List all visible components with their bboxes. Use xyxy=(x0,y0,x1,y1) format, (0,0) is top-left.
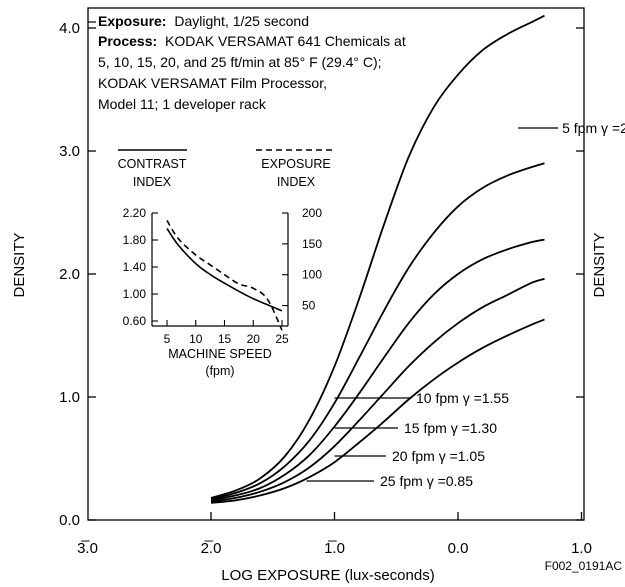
inset-x-axis-unit: (fpm) xyxy=(205,364,234,378)
curve-15-fpm xyxy=(210,238,545,502)
process-line-1: KODAK VERSAMAT 641 Chemicals at xyxy=(165,33,406,49)
process-label: Process: xyxy=(98,33,157,49)
y-tick-label: 1.0 xyxy=(59,389,80,406)
y-axis-title-right: DENSITY xyxy=(591,232,608,297)
exposure-index-curve xyxy=(166,219,283,331)
curve-10-fpm xyxy=(210,162,545,500)
inset-ticks: 0.60 1.00 1.40 1.80 2.20 50 100 150 200 5 10 15 20 25 xyxy=(123,206,323,346)
y-axis-title-left: DENSITY xyxy=(11,232,28,297)
inset-x-tick-label: 5 xyxy=(164,332,171,346)
exposure-text: Daylight, 1/25 second xyxy=(174,13,309,29)
process-line-2: 5, 10, 15, 20, and 25 ft/min at 85° F (2… xyxy=(98,54,382,70)
curve-labels: 5 fpm γ =2.90 10 fpm γ =1.55 15 fpm γ =1.3… xyxy=(306,120,625,489)
curve-20-fpm xyxy=(210,278,545,503)
legend-label-contrast: CONTRAST xyxy=(118,157,187,171)
process-annotation: Exposure: Daylight, 1/25 second Process:… xyxy=(88,13,406,112)
y-tick-label: 4.0 xyxy=(59,20,80,37)
inset-x-tick-label: 10 xyxy=(189,332,203,346)
inset-legend: CONTRAST INDEX EXPOSURE INDEX xyxy=(118,149,333,189)
inset-chart: 0.60 1.00 1.40 1.80 2.20 50 100 150 200 5 10 15 20 25… xyxy=(123,206,323,378)
inset-x-axis-title: MACHINE SPEED xyxy=(168,347,272,361)
main-curves xyxy=(210,14,545,504)
x-axis-title: LOG EXPOSURE (lux-seconds) xyxy=(221,567,434,584)
curve-25-fpm xyxy=(210,318,545,504)
curve-label-15-fpm: 15 fpm γ =1.30 xyxy=(404,420,497,436)
y-tick-label: 3.0 xyxy=(59,143,80,160)
x-tick-label: 0.0 xyxy=(448,540,469,557)
inset-left-tick-label: 1.80 xyxy=(123,233,147,247)
inset-right-tick-label: 50 xyxy=(302,299,316,313)
curve-label-20-fpm: 20 fpm γ =1.05 xyxy=(392,448,485,464)
inset-x-tick-label: 20 xyxy=(247,332,261,346)
legend-label-contrast-2: INDEX xyxy=(133,175,172,189)
inset-left-tick-label: 1.40 xyxy=(123,260,147,274)
inset-left-tick-label: 2.20 xyxy=(123,206,147,220)
contrast-index-curve xyxy=(166,228,283,312)
inset-x-tick-label: 15 xyxy=(218,332,232,346)
process-line-4: Model 11; 1 developer rack xyxy=(98,96,267,112)
y-tick-label: 2.0 xyxy=(59,266,80,283)
inset-left-tick-label: 1.00 xyxy=(123,287,147,301)
inset-right-tick-label: 200 xyxy=(302,206,322,220)
curve-5-fpm xyxy=(210,14,545,499)
figure-id: F002_0191AC xyxy=(545,559,623,573)
inset-right-tick-label: 150 xyxy=(302,237,322,251)
main-plot-frame xyxy=(87,7,585,521)
svg-text:Exposure: Daylight, 1/25: Exposure: Daylight, 1/25 second xyxy=(98,13,309,29)
curve-label-10-fpm: 10 fpm γ =1.55 xyxy=(416,390,509,406)
x-tick-label: 3̅.0 xyxy=(77,540,98,557)
exposure-label: Exposure: xyxy=(98,13,166,29)
x-tick-label: 1.0 xyxy=(571,540,592,557)
legend-label-exposure: EXPOSURE xyxy=(261,157,330,171)
inset-curves xyxy=(166,219,283,331)
svg-text:Process: KODAK VERSAMAT: Process: KODAK VERSAMAT 641 Chemicals at xyxy=(98,33,406,49)
x-tick-label: 2̅.0 xyxy=(201,540,222,557)
main-y-ticks: 0.0 1.0 2.0 3.0 4.0 xyxy=(59,20,584,529)
inset-x-tick-label: 25 xyxy=(275,332,289,346)
y-tick-label: 0.0 xyxy=(59,512,80,529)
inset-right-tick-label: 100 xyxy=(302,268,322,282)
main-x-ticks: 3̅.0 2̅.0 1̅.0 0.0 1.0 xyxy=(77,512,592,557)
inset-left-tick-label: 0.60 xyxy=(123,314,147,328)
curve-label-25-fpm: 25 fpm γ =0.85 xyxy=(380,473,473,489)
x-tick-label: 1̅.0 xyxy=(324,540,345,557)
curve-label-5-fpm: 5 fpm γ =2.90 xyxy=(562,120,625,136)
legend-label-exposure-2: INDEX xyxy=(277,175,316,189)
process-line-3: KODAK VERSAMAT Film Processor, xyxy=(98,75,327,91)
